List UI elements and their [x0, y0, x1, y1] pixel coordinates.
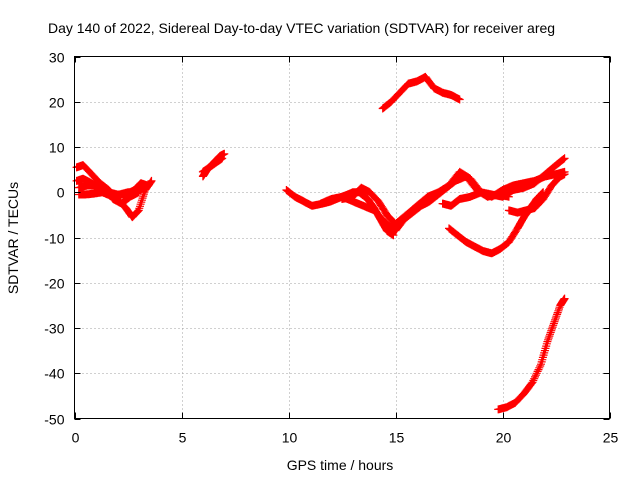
- y-tick-label: -40: [44, 366, 64, 382]
- data-point-markers: [438, 154, 569, 210]
- x-tick-label: 20: [496, 430, 512, 446]
- data-series-arc-6: [494, 294, 569, 414]
- x-tick-label: 15: [389, 430, 405, 446]
- data-point-markers: [504, 170, 569, 217]
- plot-frame: [74, 56, 610, 419]
- data-series-arc-4d: [438, 154, 569, 210]
- data-series-arc-3: [378, 72, 464, 113]
- data-point-markers: [494, 294, 569, 414]
- x-tick-label: 10: [282, 430, 298, 446]
- y-tick-label: 10: [49, 140, 65, 156]
- y-axis-title: SDTVAR / TECUs: [5, 182, 21, 294]
- data-points-layer: [72, 72, 569, 414]
- data-series-arc-4b: [316, 172, 513, 235]
- y-tick-label: -20: [44, 276, 64, 292]
- axis-ticks: [74, 56, 611, 420]
- y-tick-label: -50: [44, 412, 64, 428]
- x-tick-label: 5: [179, 430, 187, 446]
- data-point-markers: [378, 72, 464, 113]
- grid-lines: [74, 56, 610, 419]
- y-tick-label: 30: [49, 50, 65, 66]
- x-tick-label: 0: [72, 430, 80, 446]
- chart-title: Day 140 of 2022, Sidereal Day-to-day VTE…: [48, 20, 555, 36]
- data-series-arc-5b: [504, 170, 569, 217]
- y-tick-label: 20: [49, 95, 65, 111]
- data-point-markers: [74, 181, 143, 208]
- x-axis-title: GPS time / hours: [287, 457, 394, 473]
- data-point-markers: [198, 154, 227, 176]
- x-tick-label: 25: [603, 430, 619, 446]
- y-tick-label: -10: [44, 231, 64, 247]
- data-series-arc-1d: [74, 181, 143, 208]
- y-tick-label: -30: [44, 321, 64, 337]
- tick-labels: 0 5 10 15 20 25 -50 -40 -30 -20 -10 0 10 20 30: [44, 50, 618, 446]
- data-series-arc-2b: [198, 154, 227, 176]
- y-tick-label: 0: [57, 185, 65, 201]
- data-point-markers: [316, 172, 513, 235]
